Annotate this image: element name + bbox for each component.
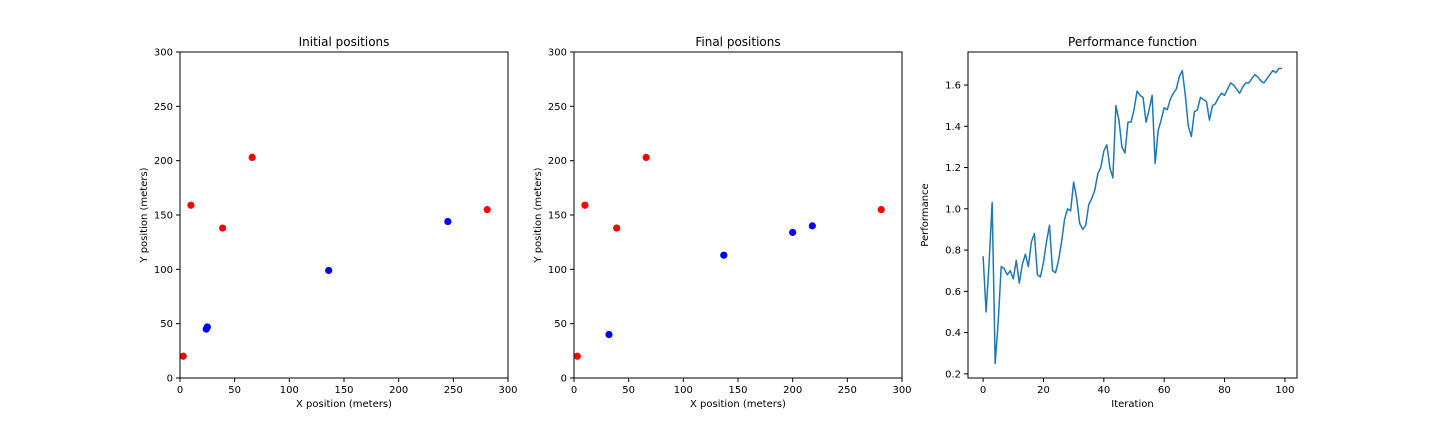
- x-axis-label: X position (meters): [690, 399, 786, 410]
- y-tick-label: 150: [548, 211, 567, 222]
- x-tick-label: 40: [1097, 385, 1110, 396]
- plot-frame: [967, 51, 1298, 379]
- x-tick-label: 0: [571, 385, 577, 396]
- x-tick-label: 20: [1037, 385, 1050, 396]
- y-tick-label: 1.0: [945, 204, 961, 215]
- y-tick-label: 250: [548, 102, 567, 113]
- plot-frame: [573, 51, 903, 379]
- x-tick-label: 100: [280, 385, 299, 396]
- y-axis-label: Y position (meters): [533, 167, 544, 263]
- scatter-point: [789, 228, 797, 236]
- scatter-point: [219, 224, 227, 232]
- scatter-point: [248, 153, 256, 162]
- x-tick-label: 300: [498, 385, 517, 396]
- scatter-point: [613, 224, 621, 232]
- y-tick-label: 100: [548, 265, 567, 276]
- scatter-point: [187, 201, 195, 209]
- y-tick-label: 1.6: [945, 81, 961, 92]
- chart-title: Initial positions: [299, 35, 390, 49]
- y-tick-label: 100: [154, 265, 173, 276]
- x-tick-label: 200: [389, 385, 408, 396]
- x-tick-label: 0: [980, 385, 986, 396]
- x-tick-label: 200: [783, 385, 802, 396]
- y-tick-label: 0.8: [945, 246, 961, 257]
- y-tick-label: 200: [548, 156, 567, 167]
- scatter-point: [179, 352, 187, 360]
- y-tick-label: 150: [154, 211, 173, 222]
- y-tick-label: 0.2: [945, 369, 961, 380]
- x-tick-label: 150: [728, 385, 747, 396]
- scatter-point: [720, 251, 728, 259]
- x-tick-label: 100: [1275, 385, 1294, 396]
- y-tick-label: 0.6: [945, 287, 961, 298]
- x-tick-label: 50: [622, 385, 635, 396]
- y-tick-label: 1.4: [945, 122, 961, 133]
- x-tick-label: 300: [892, 385, 911, 396]
- scatter-point: [573, 352, 581, 360]
- scatter-point: [325, 266, 333, 275]
- y-tick-label: 1.2: [945, 163, 961, 174]
- y-tick-label: 200: [154, 156, 173, 167]
- x-tick-label: 150: [334, 385, 353, 396]
- y-axis-label: Y position (meters): [139, 167, 150, 263]
- y-tick-label: 300: [548, 48, 567, 59]
- plot-frame: [179, 51, 509, 379]
- scatter-point: [877, 205, 885, 214]
- scatter-point: [483, 205, 491, 214]
- x-tick-label: 250: [838, 385, 857, 396]
- y-axis-label: Performance: [920, 183, 931, 246]
- y-tick-label: 250: [154, 102, 173, 113]
- scatter-point: [808, 222, 816, 230]
- x-tick-label: 0: [177, 385, 183, 396]
- scatter-point: [581, 201, 589, 209]
- x-tick-label: 100: [674, 385, 693, 396]
- x-axis-label: Iteration: [1111, 399, 1153, 410]
- performance-line: [982, 67, 1282, 365]
- y-tick-label: 50: [554, 319, 567, 330]
- x-tick-label: 80: [1218, 385, 1231, 396]
- x-axis-label: X position (meters): [296, 399, 392, 410]
- y-tick-label: 50: [160, 319, 173, 330]
- scatter-point: [203, 323, 211, 331]
- chart-panel-1: Initial positions 0 50 100 150 200 250 300 0 50 10…: [139, 35, 518, 410]
- scatter-point: [444, 217, 452, 226]
- x-tick-label: 250: [444, 385, 463, 396]
- y-tick-label: 0: [561, 374, 567, 385]
- chart-panel-3: Performance function 0 20 40 60 80 100 0.2 0.4 0.…: [920, 35, 1298, 410]
- scatter-point: [605, 330, 613, 339]
- scatter-point: [642, 153, 650, 162]
- y-tick-label: 300: [154, 48, 173, 59]
- chart-title: Performance function: [1068, 35, 1197, 49]
- x-tick-label: 50: [228, 385, 241, 396]
- y-tick-label: 0.4: [945, 328, 961, 339]
- y-tick-label: 0: [167, 374, 173, 385]
- chart-title: Final positions: [695, 35, 780, 49]
- chart-panel-2: Final positions 0 50 100 150 200 250 300 0 50 100 1…: [533, 35, 912, 410]
- x-tick-label: 60: [1158, 385, 1171, 396]
